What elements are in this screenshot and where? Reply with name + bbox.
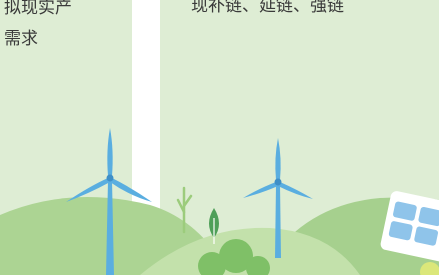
illustration: 拟现实产 需求 现补链、延链、强链 [0,0,439,275]
right-text: 现补链、延链、强链 [191,0,344,16]
left-text-line2: 需求 [4,29,38,49]
left-text-line1: 拟现实产 [4,0,72,18]
